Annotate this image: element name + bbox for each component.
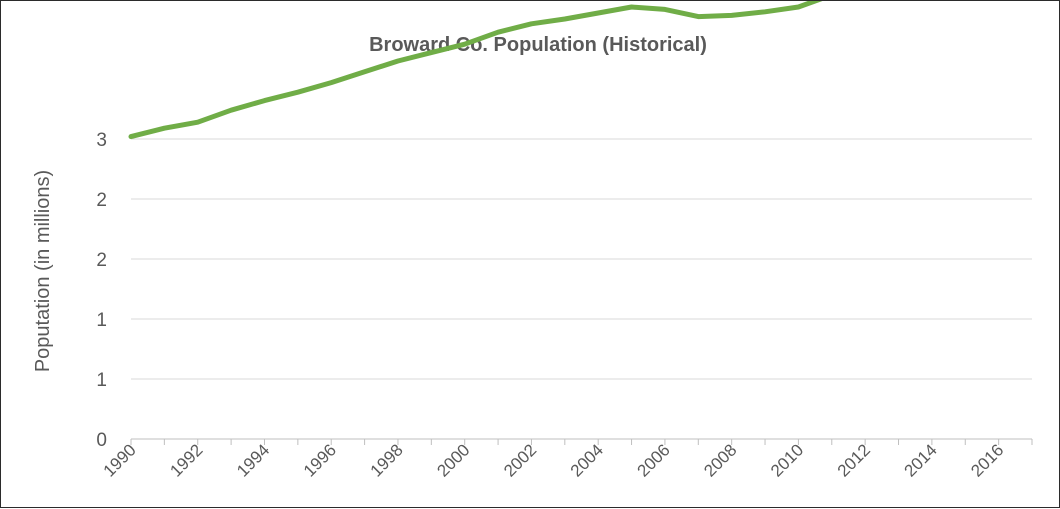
x-tick-label: 2012 bbox=[834, 440, 874, 480]
y-tick-label: 3 bbox=[96, 130, 107, 151]
gridlines bbox=[131, 138, 1032, 380]
x-tick-label: 2016 bbox=[967, 440, 1007, 480]
y-tick-label: 1 bbox=[96, 310, 107, 331]
y-tick-label: 1 bbox=[96, 370, 107, 391]
population-series-line bbox=[128, 1, 823, 140]
x-tick-label: 2002 bbox=[500, 440, 540, 480]
chart-title: Broward Co. Population (Historical) bbox=[369, 34, 707, 56]
x-axis-tick-labels: 1990 1992 1994 1996 1998 2000 2002 2004 2006 2008… bbox=[100, 439, 1033, 481]
y-axis-tick-labels: 0 1 1 2 2 3 bbox=[96, 130, 107, 451]
x-tick-label: 2004 bbox=[567, 440, 607, 480]
x-tick-label: 2000 bbox=[433, 440, 473, 480]
x-tick-label: 2008 bbox=[700, 440, 740, 480]
y-tick-label: 0 bbox=[96, 430, 107, 451]
y-tick-label: 2 bbox=[96, 190, 107, 211]
x-tick-label: 1998 bbox=[367, 440, 407, 480]
y-axis-label: Poputation (in millions) bbox=[32, 170, 54, 372]
x-tick-label: 2006 bbox=[634, 440, 674, 480]
x-tick-label: 1994 bbox=[233, 440, 273, 480]
y-tick-label: 2 bbox=[96, 250, 107, 271]
x-tick-label: 1992 bbox=[166, 440, 206, 480]
x-tick-label: 1996 bbox=[300, 440, 340, 480]
x-tick-label: 2010 bbox=[767, 440, 807, 480]
x-tick-label: 2014 bbox=[901, 440, 941, 480]
